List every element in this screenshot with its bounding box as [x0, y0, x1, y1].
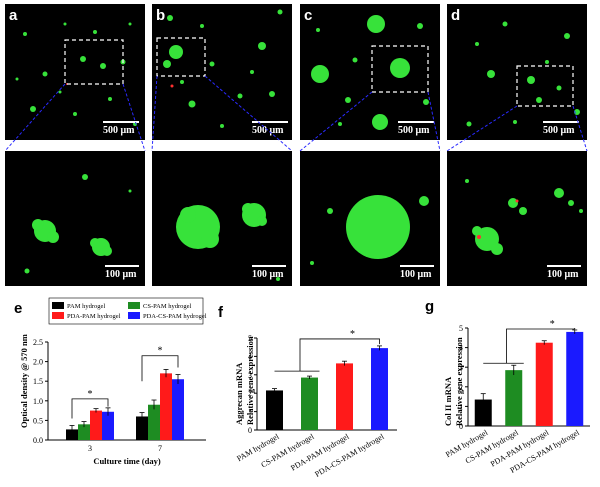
micrograph-d-zoom-image [465, 179, 583, 255]
chart-e-xtick-label: 7 [158, 444, 162, 453]
chart-e-legend-swatch [128, 302, 140, 309]
chart-e-significance-bracket [141, 355, 179, 382]
chart-f-ytick-label: 4 [248, 352, 252, 361]
panel-label-a: a [9, 7, 18, 24]
chart-e-legend-box [48, 297, 204, 325]
chart-e-legend-label: PAM hydrogel [67, 303, 105, 310]
chart-e-bar [136, 416, 148, 440]
chart-e-legend-swatch [52, 312, 64, 319]
scale-bar [252, 265, 286, 267]
scale-label: 500 μm [252, 125, 284, 136]
panel-label-e: e [14, 300, 23, 317]
chart-e-bar [102, 411, 114, 440]
chart-e-xlabel: Culture time (day) [93, 456, 161, 466]
micrograph-d-image [466, 21, 580, 127]
chart-f-bar [301, 377, 318, 430]
chart-e-legend-label: CS-PAM hydrogel [143, 303, 192, 310]
chart-e-bar [90, 410, 102, 440]
panel-label-c: c [304, 7, 313, 24]
micrograph-b: b 500 μm [152, 4, 292, 140]
chart-g-ytick-label: 4 [459, 344, 463, 353]
chart-e-legend-swatch [128, 312, 140, 319]
scale-label: 100 μm [547, 269, 579, 280]
micrograph-a-zoom-image [24, 174, 132, 274]
chart-e-bar [78, 424, 90, 440]
chart-g-bar [535, 342, 553, 426]
scale-label: 100 μm [252, 269, 284, 280]
chart-e-legend-swatch [52, 302, 64, 309]
panel-label-b: b [156, 7, 166, 24]
scale-bar [252, 121, 288, 123]
chart-f-bar [266, 390, 283, 430]
chart-e-significance-bracket [71, 398, 109, 419]
chart-g-bar [505, 370, 523, 426]
chart-f-ytick-label: 0 [248, 426, 252, 435]
chart-g-bar [474, 399, 492, 426]
chart-f-ytick-label: 2 [248, 389, 252, 398]
scale-bar [543, 121, 579, 123]
micrograph-b-zoom: 100 μm [152, 151, 292, 286]
scale-label: 500 μm [103, 125, 135, 136]
chart-f-ytick-label: 3 [248, 371, 252, 380]
chart-e-legend-label: PDA-CS-PAM hydrogel [143, 313, 207, 320]
chart-g-bar [566, 331, 584, 426]
chart-e-ytick-label: 0.5 [33, 416, 43, 425]
scale-bar [398, 121, 434, 123]
chart-e-bar [148, 404, 160, 440]
scale-label: 500 μm [398, 125, 430, 136]
scale-bar [400, 265, 434, 267]
panel-label-f: f [218, 304, 223, 321]
micrograph-a: a 500 μm [5, 4, 145, 140]
chart-e-ytick-label: 1.0 [33, 397, 43, 406]
micrograph-c-image [311, 15, 429, 130]
chart-e-ytick-label: 2.0 [33, 358, 43, 367]
chart-g-ytick-label: 2 [459, 383, 463, 392]
chart-f-significance-star: * [350, 329, 355, 340]
micrograph-d: d 500 μm [447, 4, 587, 140]
micrograph-d-zoom: 100 μm [447, 151, 587, 286]
chart-e-ytick-label: 1.5 [33, 377, 43, 386]
scale-bar [547, 265, 581, 267]
chart-e-ytick-label: 0.0 [33, 436, 43, 445]
chart-f-bar [336, 363, 353, 430]
chart-e: 0.0 0.5 1.0 1.5 2.0 2.5 3 7 Culture time (day) * *… [33, 297, 207, 466]
micrograph-b-image [156, 9, 283, 128]
chart-g-ytick-label: 0 [459, 422, 463, 431]
chart-f-ytick-label: 5 [248, 334, 252, 343]
scale-label: 100 μm [105, 269, 137, 280]
chart-g-ytick-label: 1 [459, 402, 463, 411]
micrograph-c-zoom-image [310, 195, 429, 265]
chart-f-ytick-label: 1 [248, 408, 252, 417]
micrograph-c-zoom: 100 μm [300, 151, 440, 286]
chart-e-xtick-label: 3 [88, 444, 92, 453]
micrograph-c: c 500 μm [300, 4, 440, 140]
panel-label-d: d [451, 7, 461, 24]
chart-g-significance-star: * [550, 319, 555, 330]
micrograph-b-zoom-image [176, 203, 280, 281]
chart-e-bar [160, 373, 172, 440]
scale-bar [105, 265, 139, 267]
chart-e-significance-star: * [88, 389, 93, 400]
zoom-connectors [4, 75, 588, 152]
chart-f-bar [371, 348, 388, 430]
chart-e-ytick-label: 2.5 [33, 338, 43, 347]
scale-label: 100 μm [400, 269, 432, 280]
chart-f-significance-bracket [274, 338, 380, 372]
chart-e-bar [66, 429, 78, 440]
micrograph-a-image [15, 22, 137, 126]
panel-label-g: g [425, 298, 435, 315]
micrograph-a-zoom: 100 μm [5, 151, 145, 286]
scale-label: 500 μm [543, 125, 575, 136]
chart-e-legend-label: PDA-PAM hydrogel [67, 313, 121, 320]
scale-bar [103, 121, 139, 123]
chart-g-ytick-label: 3 [459, 363, 463, 372]
chart-e-bar [172, 379, 184, 440]
chart-g-significance-bracket [483, 328, 576, 364]
chart-g-ytick-label: 5 [459, 324, 463, 333]
chart-e-significance-star: * [158, 346, 163, 357]
